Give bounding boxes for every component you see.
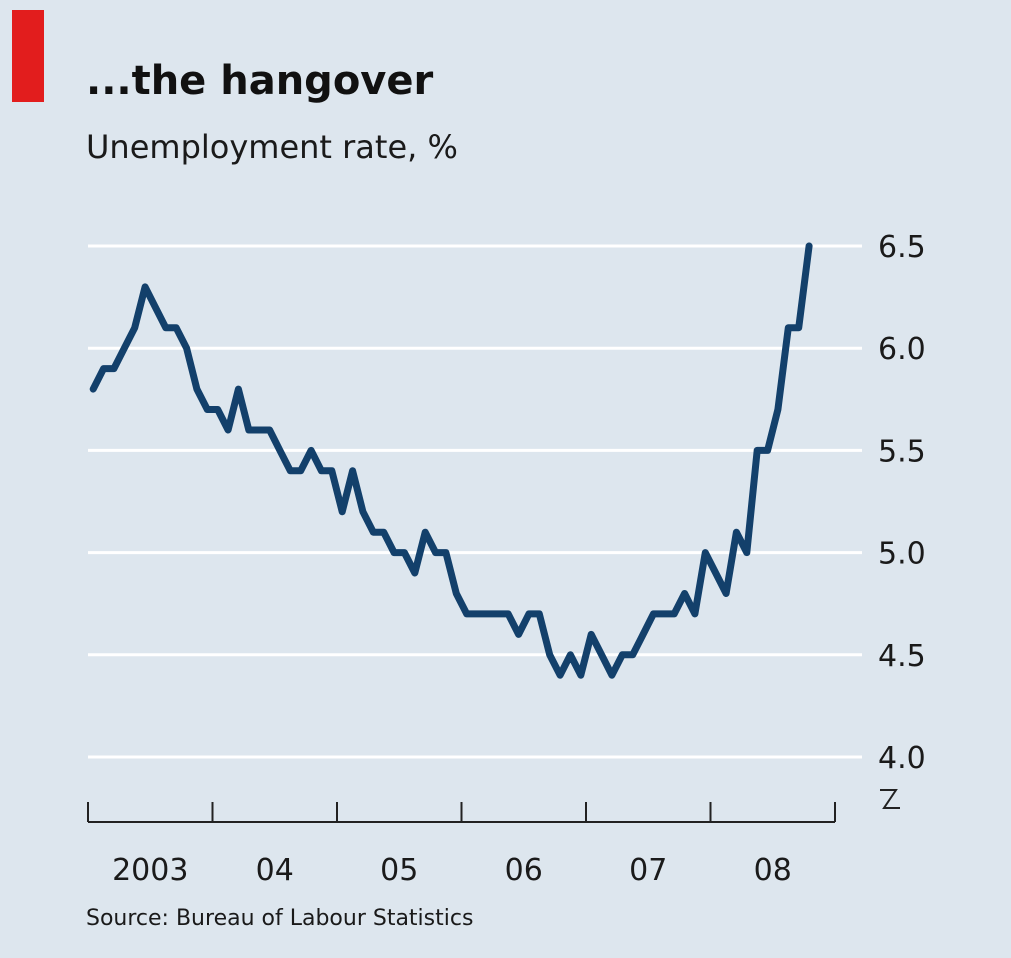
x-tick-label: 06 <box>505 853 543 888</box>
y-axis-labels: 4.0 4.5 5.0 5.5 6.0 6.5 <box>878 230 926 776</box>
y-tick-label: 4.0 <box>878 741 926 776</box>
x-tick-label: 05 <box>380 853 418 888</box>
x-tick-label: 2003 <box>112 853 188 888</box>
x-tick-label: 04 <box>256 853 294 888</box>
source-note: Source: Bureau of Labour Statistics <box>86 906 474 931</box>
y-tick-label: 4.5 <box>878 639 926 674</box>
chart-title: ...the hangover <box>86 58 434 104</box>
axis-break-symbol <box>880 789 900 809</box>
y-tick-label: 5.0 <box>878 537 926 572</box>
x-tick-label: 07 <box>629 853 667 888</box>
x-axis-labels: 2003 04 05 06 07 08 <box>112 853 792 888</box>
series-layer <box>89 242 813 679</box>
x-axis <box>87 789 900 823</box>
y-tick-label: 6.0 <box>878 332 926 367</box>
y-tick-label: 6.5 <box>878 230 926 265</box>
accent-bar <box>12 10 44 102</box>
x-tick-label: 08 <box>754 853 792 888</box>
grid-lines <box>88 244 862 759</box>
chart-subtitle: Unemployment rate, % <box>86 128 458 166</box>
y-tick-label: 5.5 <box>878 434 926 469</box>
series-line-0 <box>89 242 813 679</box>
